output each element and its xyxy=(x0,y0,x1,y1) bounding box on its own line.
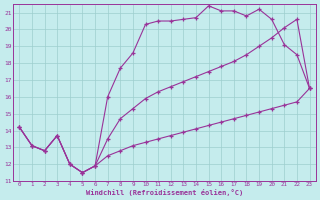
X-axis label: Windchill (Refroidissement éolien,°C): Windchill (Refroidissement éolien,°C) xyxy=(86,189,243,196)
